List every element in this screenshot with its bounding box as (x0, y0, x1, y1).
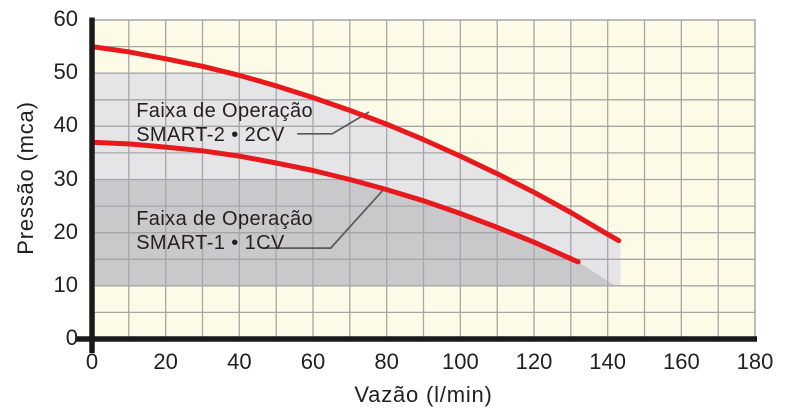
y-tick-label: 0 (65, 325, 78, 350)
y-tick-label: 20 (53, 218, 78, 244)
smart-1-1cv-pump-curve (89, 139, 581, 265)
annotation-smart2-range: Faixa de Operação SMART-2 • 2CV (136, 99, 313, 147)
x-tick-label: 60 (300, 349, 326, 374)
annotation-smart2-line1: Faixa de Operação (136, 100, 314, 123)
y-tick-label: 10 (53, 271, 78, 297)
x-tick-label: 140 (589, 349, 627, 374)
x-tick-label: 0 (85, 349, 99, 374)
annotation-smart1-line1: Faixa de Operação (136, 208, 314, 231)
y-tick-label: 60 (53, 6, 78, 31)
annotation-smart1-range: Faixa de Operação SMART-1 • 1CV (136, 207, 313, 255)
x-tick-label: 180 (736, 349, 774, 374)
x-tick-label: 80 (374, 349, 399, 374)
x-tick-label: 40 (227, 349, 252, 374)
annotation-smart1-line2: SMART-1 • 1CV (136, 232, 285, 255)
smart-2-2cv-pump-curve (89, 44, 622, 244)
y-tick-label: 30 (53, 165, 78, 191)
y-tick-label: 50 (53, 59, 78, 85)
x-tick-label: 120 (515, 349, 553, 374)
annotation-smart2-line2: SMART-2 • 2CV (136, 124, 285, 147)
annotation-leader-0 (297, 111, 370, 135)
annotation-leader-1 (265, 189, 384, 249)
x-axis-title: Vazão (l/min) (354, 382, 493, 407)
y-tick-label: 40 (53, 112, 78, 138)
x-tick-label: 100 (441, 349, 479, 374)
x-tick-label: 20 (153, 349, 178, 374)
x-tick-label: 160 (662, 349, 700, 374)
